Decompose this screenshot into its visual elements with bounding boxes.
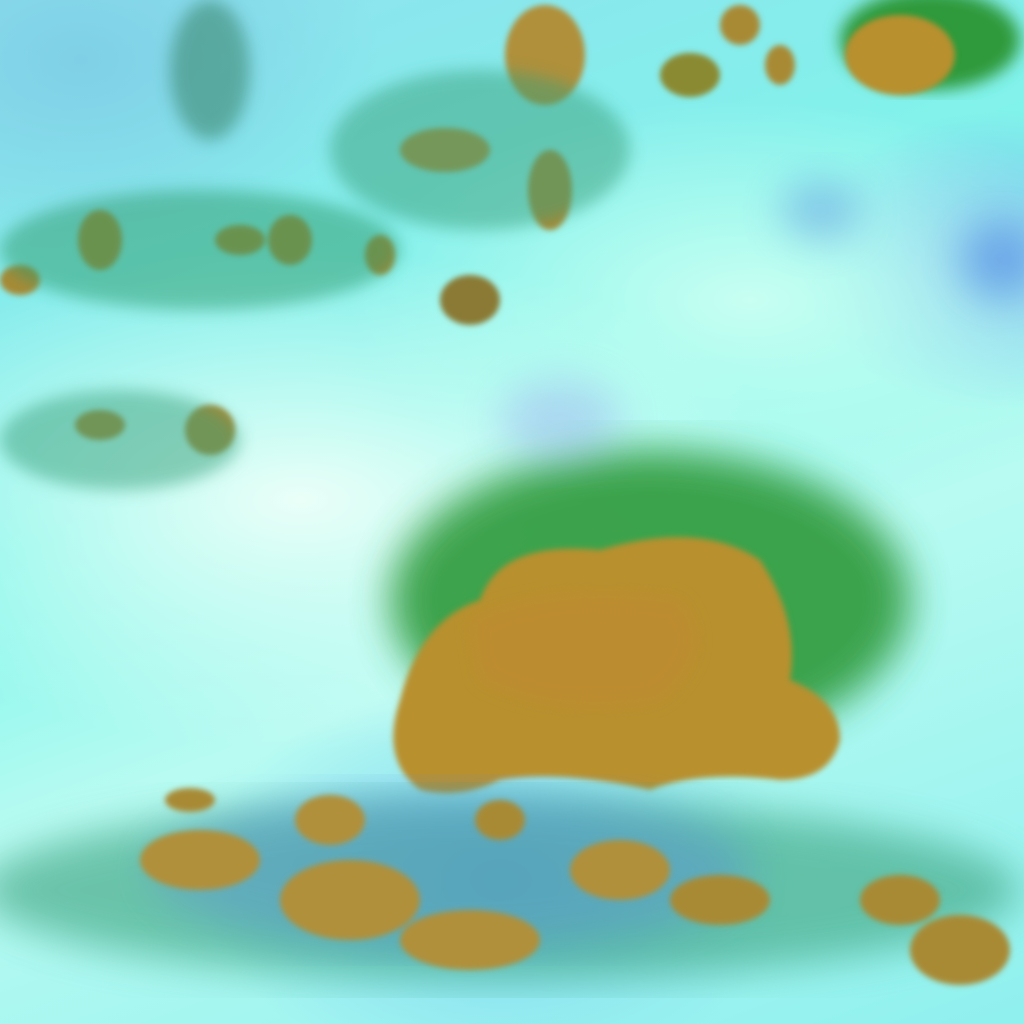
shadow-regions <box>500 180 1024 460</box>
cloud-band-lower <box>0 788 1020 985</box>
cloud-cluster-top-right <box>840 0 1020 95</box>
storm-system <box>390 450 910 794</box>
cloud-edges-upper <box>0 0 630 490</box>
